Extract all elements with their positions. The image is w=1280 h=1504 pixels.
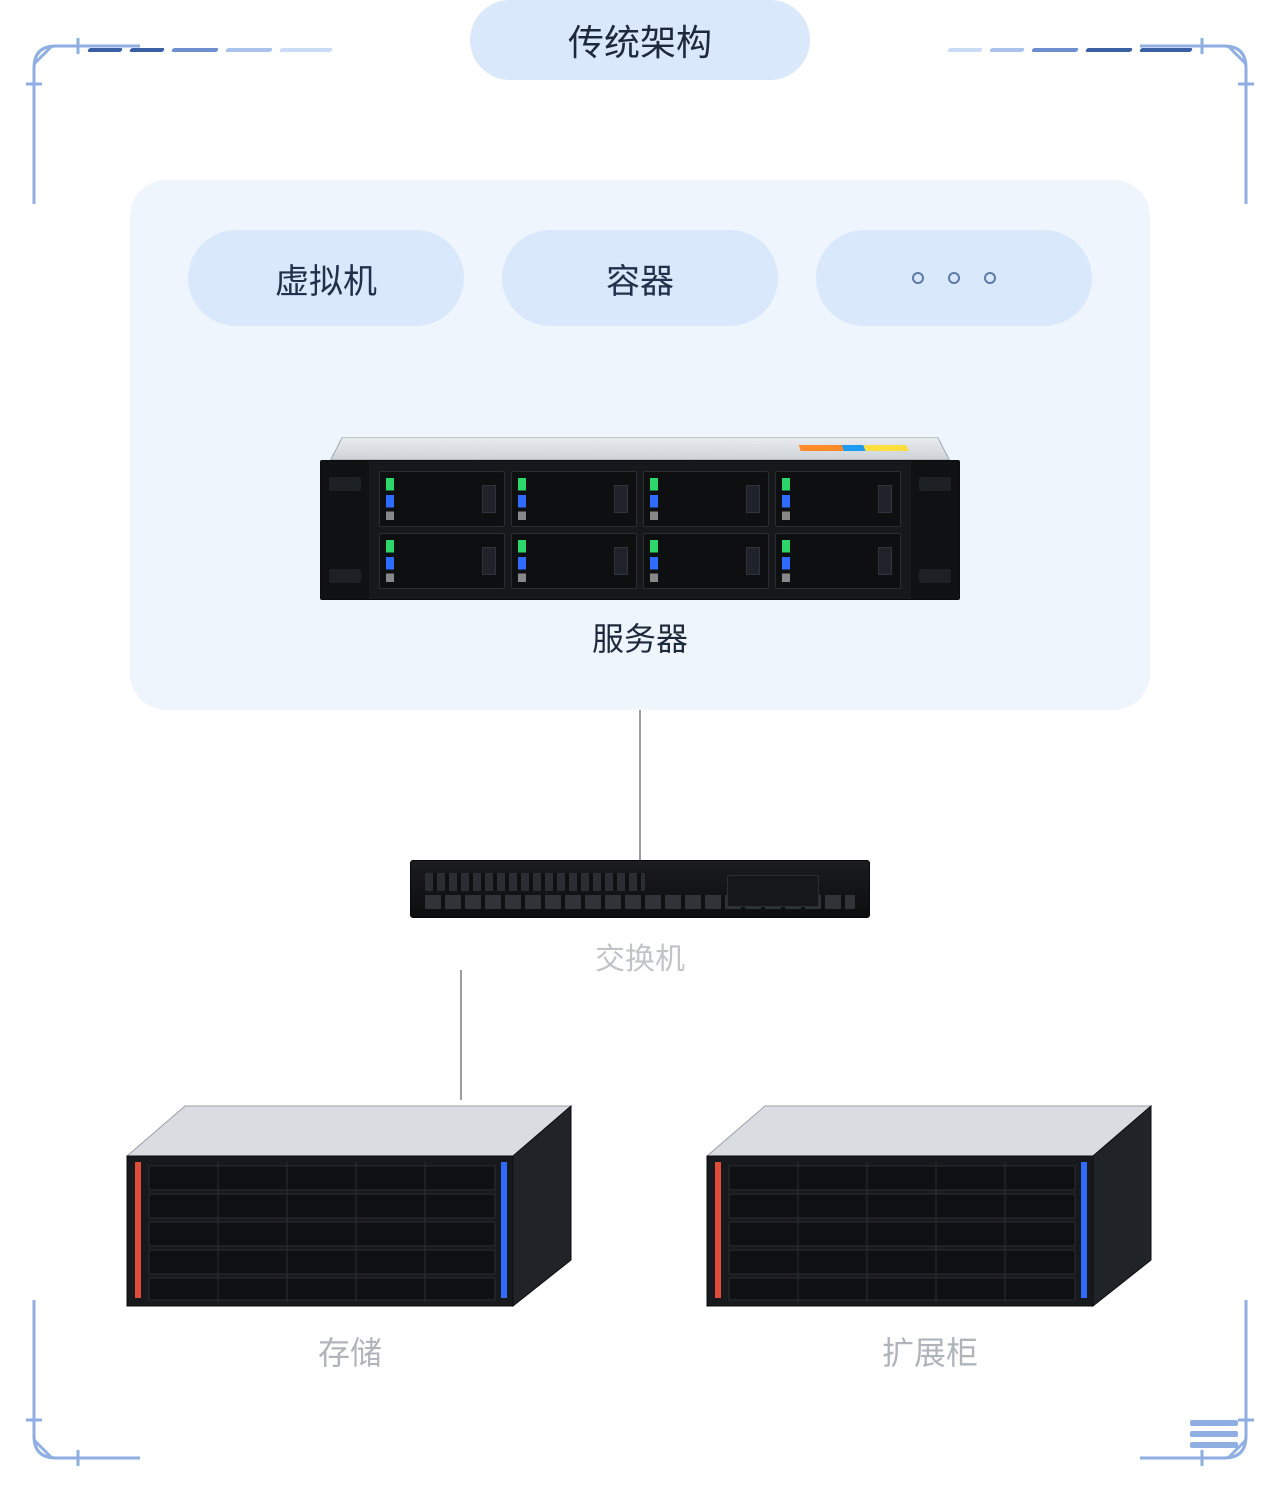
expansion-node: 扩展柜 — [695, 1100, 1165, 1374]
ellipsis-dot — [984, 272, 996, 284]
storage-row: 存储 扩展柜 — [0, 1100, 1280, 1374]
connection-switch-storage — [460, 970, 462, 1100]
connection-server-switch — [639, 710, 641, 880]
storage-node: 存储 — [115, 1100, 585, 1374]
frame-dashes-left — [88, 40, 388, 60]
server-icon — [320, 406, 960, 596]
storage-label: 存储 — [115, 1328, 585, 1374]
ellipsis-dot — [948, 272, 960, 284]
diagram-title: 传统架构 — [470, 0, 810, 80]
ellipsis-dot — [912, 272, 924, 284]
workload-pill-more — [816, 230, 1092, 326]
workload-pill-container: 容器 — [502, 230, 778, 326]
storage-icon — [115, 1100, 585, 1310]
workload-pill-row: 虚拟机 容器 — [188, 230, 1092, 326]
switch-node: 交换机 — [410, 860, 870, 978]
server-label: 服务器 — [320, 614, 960, 660]
expansion-label: 扩展柜 — [695, 1328, 1165, 1374]
hamburger-icon — [1190, 1420, 1238, 1448]
switch-icon — [410, 860, 870, 918]
frame-dashes-right — [892, 40, 1192, 60]
compute-group: 虚拟机 容器 服务器 — [130, 180, 1150, 710]
switch-label: 交换机 — [410, 934, 870, 978]
workload-pill-vm: 虚拟机 — [188, 230, 464, 326]
server-node: 服务器 — [320, 406, 960, 660]
expansion-icon — [695, 1100, 1165, 1310]
